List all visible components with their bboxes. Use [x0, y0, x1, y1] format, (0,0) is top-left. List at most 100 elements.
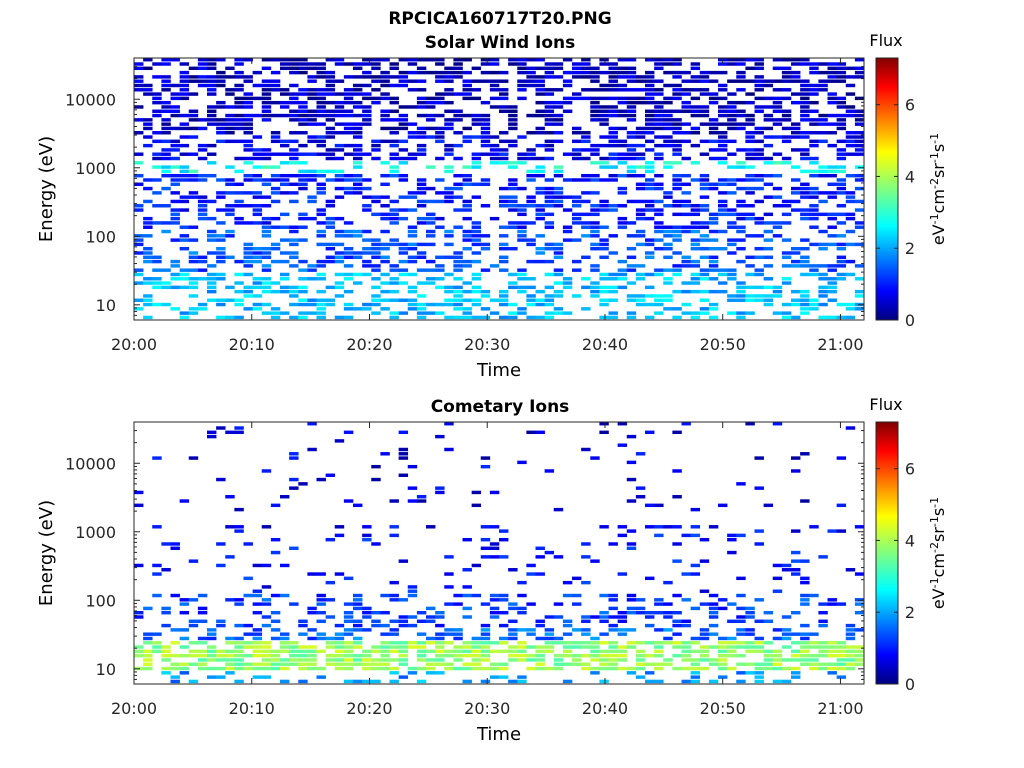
heatmap-cell — [234, 221, 244, 225]
heatmap-cell — [462, 662, 472, 666]
heatmap-cell — [754, 83, 764, 88]
heatmap-cell — [407, 302, 418, 307]
heatmap-cell — [170, 259, 180, 264]
heatmap-cell — [535, 58, 545, 62]
heatmap-cell — [170, 277, 180, 281]
heatmap-cell — [462, 199, 472, 204]
heatmap-cell — [207, 277, 217, 281]
heatmap-cell — [599, 653, 609, 658]
heatmap-cell — [581, 148, 591, 152]
heatmap-cell — [280, 289, 290, 294]
heatmap-cell — [489, 298, 500, 302]
heatmap-cell — [544, 70, 555, 75]
heatmap-cell — [179, 653, 190, 658]
heatmap-cell — [380, 593, 390, 598]
heatmap-cell — [517, 628, 527, 632]
heatmap-cell — [635, 199, 646, 204]
heatmap-cell — [562, 623, 573, 628]
heatmap-cell — [371, 246, 381, 251]
heatmap-cell — [289, 62, 299, 66]
heatmap-cell — [161, 152, 171, 156]
heatmap-cell — [252, 307, 263, 311]
heatmap-cell — [572, 178, 582, 182]
y-axis-label: Energy (eV) — [36, 136, 57, 242]
heatmap-cell — [827, 598, 837, 602]
heatmap-cell — [435, 96, 445, 101]
heatmap-cell — [763, 653, 774, 658]
heatmap-cell — [426, 658, 436, 662]
heatmap-cell — [681, 264, 691, 268]
heatmap-cell — [754, 298, 764, 302]
heatmap-cell — [553, 122, 564, 126]
heatmap-cell — [645, 238, 655, 242]
heatmap-cell — [316, 632, 326, 636]
heatmap-cell — [188, 653, 199, 658]
heatmap-cell — [654, 645, 664, 649]
heatmap-cell — [617, 632, 628, 636]
colorbar-title: Flux — [869, 395, 902, 414]
heatmap-cell — [462, 88, 472, 92]
heatmap-cell — [316, 62, 326, 66]
heatmap-cell — [809, 88, 819, 92]
heatmap-cell — [289, 645, 299, 649]
heatmap-cell — [225, 641, 235, 645]
heatmap-cell — [690, 259, 701, 264]
heatmap-cell — [453, 225, 463, 229]
heatmap-cell — [362, 307, 372, 311]
heatmap-cell — [699, 109, 710, 113]
heatmap-cell — [818, 555, 828, 559]
heatmap-cell — [225, 671, 235, 675]
heatmap-cell — [517, 307, 527, 311]
heatmap-cell — [435, 490, 445, 495]
heatmap-cell — [763, 658, 774, 662]
x-tick-label: 20:00 — [111, 335, 157, 354]
heatmap-cell — [398, 619, 409, 624]
heatmap-cell — [307, 645, 317, 649]
heatmap-cell — [635, 79, 646, 83]
heatmap-cell — [781, 645, 792, 649]
heatmap-cell — [681, 139, 691, 144]
heatmap-cell — [763, 161, 774, 165]
heatmap-cell — [572, 238, 582, 242]
heatmap-cell — [708, 632, 719, 636]
heatmap-cell — [444, 585, 454, 589]
heatmap-cell — [270, 88, 281, 92]
heatmap-cell — [754, 675, 764, 679]
heatmap-cell — [325, 83, 336, 88]
heatmap-cell — [517, 161, 527, 165]
heatmap-cell — [827, 212, 837, 217]
heatmap-cell — [827, 671, 837, 675]
heatmap-cell — [353, 83, 363, 88]
heatmap-cell — [499, 298, 509, 302]
heatmap-cell — [325, 58, 336, 62]
heatmap-cell — [845, 272, 856, 277]
heatmap-cell — [517, 70, 527, 75]
heatmap-cell — [499, 529, 509, 533]
heatmap-cell — [809, 195, 819, 199]
heatmap-cell — [207, 66, 217, 71]
heatmap-cell — [827, 70, 837, 75]
heatmap-cell — [197, 666, 208, 671]
heatmap-cell — [216, 70, 226, 75]
heatmap-cell — [307, 298, 317, 302]
heatmap-cell — [179, 143, 190, 148]
heatmap-cell — [161, 100, 171, 105]
heatmap-cell — [134, 66, 144, 71]
heatmap-cell — [836, 641, 847, 645]
heatmap-cell — [225, 139, 235, 144]
heatmap-cell — [261, 105, 272, 109]
heatmap-cell — [298, 268, 308, 272]
heatmap-cell — [672, 75, 682, 79]
heatmap-cell — [179, 311, 190, 315]
heatmap-cell — [170, 113, 180, 118]
heatmap-cell — [270, 191, 281, 195]
heatmap-cell — [599, 113, 609, 118]
heatmap-cell — [754, 679, 764, 684]
heatmap-cell — [836, 255, 847, 260]
heatmap-cell — [270, 628, 281, 632]
heatmap-cell — [197, 619, 208, 624]
heatmap-cell — [590, 113, 600, 118]
heatmap-cell — [362, 238, 372, 242]
heatmap-cell — [234, 302, 244, 307]
heatmap-cell — [435, 632, 445, 636]
